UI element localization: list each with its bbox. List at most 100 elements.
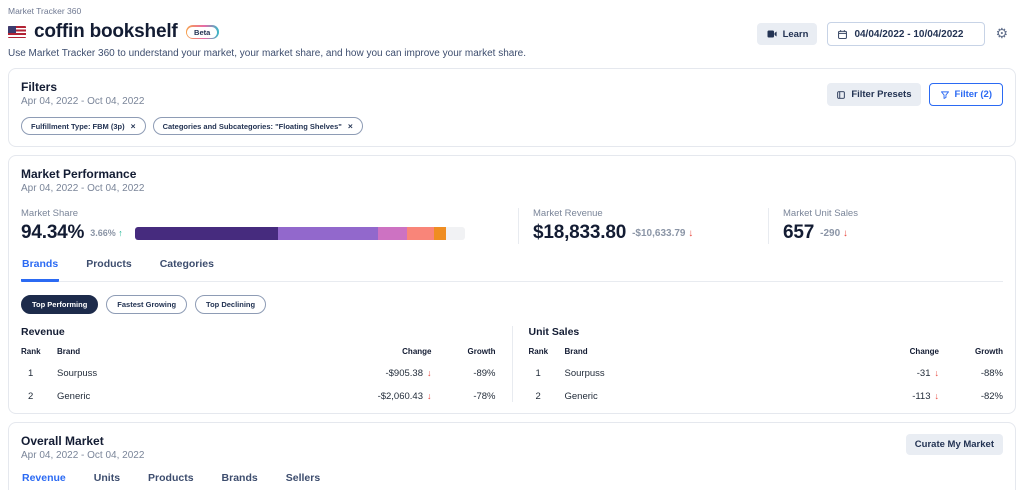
market-revenue-change: -$10,633.79 ↓ [632, 228, 693, 239]
gear-icon[interactable]: ⚙ [995, 26, 1008, 42]
pill-top-performing[interactable]: Top Performing [21, 295, 99, 314]
presets-icon [836, 90, 846, 100]
col-change: Change [909, 347, 939, 356]
overall-market-title-block: Overall Market Apr 04, 2022 - Oct 04, 20… [21, 434, 144, 462]
breadcrumb[interactable]: Market Tracker 360 [8, 6, 82, 16]
brand-cell: Generic [564, 391, 598, 402]
overall-market-date-range: Apr 04, 2022 - Oct 04, 2022 [21, 450, 145, 461]
brand-cell: Generic [57, 391, 91, 402]
share-bar-segment-3 [378, 226, 408, 240]
tab-brands[interactable]: Brands [221, 472, 258, 484]
share-bar-segment-4 [407, 226, 434, 240]
market-share-change: 3.66% ↑ [90, 228, 123, 238]
rank-cell: 2 [28, 391, 34, 402]
change-cell: -31 ↓ [827, 368, 939, 379]
growth-cell: -88% [980, 368, 1003, 379]
market-unit-sales-change-value: -290 [820, 227, 841, 239]
tab-products[interactable]: Products [86, 258, 132, 270]
pill-top-declining[interactable]: Top Declining [195, 295, 267, 314]
growth-cell: -82% [980, 391, 1003, 402]
page-header: Market Tracker 360 coffin bookshelf Beta… [8, 6, 1016, 60]
overall-market-tabs: Revenue Units Products Brands Sellers [21, 472, 1003, 490]
close-icon[interactable]: × [130, 121, 136, 131]
market-unit-sales-value: 657 [783, 222, 815, 243]
filter-chip-categories[interactable]: Categories and Subcategories: "Floating … [152, 117, 363, 135]
down-arrow-icon: ↓ [427, 391, 432, 401]
down-arrow-icon: ↓ [934, 368, 940, 378]
up-arrow-icon: ↑ [118, 228, 123, 238]
beta-badge: Beta [185, 25, 219, 39]
header-controls: Learn 04/04/2022 - 10/04/2022 ⚙ [756, 22, 1008, 46]
filter-chip-fulfillment[interactable]: Fulfillment Type: FBM (3p) × [21, 117, 146, 135]
brand-cell: Sourpuss [564, 368, 605, 379]
market-revenue-value: $18,833.80 [533, 222, 627, 243]
share-bar-segment-5 [433, 226, 446, 240]
filter-button[interactable]: Filter (2) [928, 83, 1003, 106]
learn-button[interactable]: Learn [756, 23, 818, 45]
tab-categories[interactable]: Categories [159, 258, 214, 270]
change-value: -$2,060.43 [377, 391, 423, 402]
date-range-value: 04/04/2022 - 10/04/2022 [854, 28, 964, 40]
market-share-stat: Market Share 94.34% 3.66% ↑ [21, 208, 518, 244]
col-brand: Brand [564, 347, 588, 356]
date-range-input[interactable]: 04/04/2022 - 10/04/2022 [827, 22, 986, 46]
down-arrow-icon: ↓ [842, 227, 848, 239]
unit-sales-table: Unit Sales Rank Brand Change Growth 1 So… [511, 326, 1004, 402]
pill-fastest-growing[interactable]: Fastest Growing [106, 295, 188, 314]
filter-chip-label: Fulfillment Type: FBM (3p) [31, 121, 125, 131]
change-value: -31 [916, 368, 931, 379]
overall-market-title: Overall Market [21, 434, 104, 448]
rank-cell: 1 [535, 368, 541, 379]
filters-title-block: Filters Apr 04, 2022 - Oct 04, 2022 [21, 80, 144, 108]
tab-sellers[interactable]: Sellers [285, 472, 321, 484]
col-growth: Growth [975, 347, 1003, 356]
market-revenue-value-row: $18,833.80 -$10,633.79 ↓ [533, 222, 758, 244]
market-share-label: Market Share [21, 208, 79, 219]
share-bar-remainder [445, 226, 465, 240]
market-performance-title: Market Performance [21, 167, 137, 181]
market-unit-sales-label: Market Unit Sales [783, 208, 858, 219]
close-icon[interactable]: × [347, 121, 353, 131]
tab-revenue[interactable]: Revenue [21, 472, 67, 490]
tab-brands[interactable]: Brands [21, 258, 60, 282]
growth-cell: -78% [473, 391, 496, 402]
market-unit-sales-stat: Market Unit Sales 657 -290 ↓ [768, 208, 1003, 244]
filter-chip-label: Categories and Subcategories: "Floating … [162, 121, 342, 131]
market-unit-sales-change: -290 ↓ [820, 228, 848, 239]
filter-button-label: Filter (2) [954, 89, 992, 100]
filters-actions: Filter Presets Filter (2) [827, 83, 1003, 106]
learn-button-label: Learn [782, 28, 809, 40]
growth-cell: -89% [473, 368, 496, 379]
market-share-change-value: 3.66% [90, 228, 116, 238]
stats-row: Market Share 94.34% 3.66% ↑ Market Reven… [21, 208, 1003, 244]
brand-cell: Sourpuss [57, 368, 98, 379]
filters-card: Filters Apr 04, 2022 - Oct 04, 2022 Filt… [8, 68, 1016, 147]
table-row: 2 Generic -113 ↓ -82% [529, 391, 1004, 402]
change-value: -$905.38 [385, 368, 423, 379]
down-arrow-icon: ↓ [427, 368, 432, 378]
market-performance-date-range: Apr 04, 2022 - Oct 04, 2022 [21, 183, 145, 194]
performance-tabs: Brands Products Categories [21, 258, 1003, 282]
filters-date-range: Apr 04, 2022 - Oct 04, 2022 [21, 96, 145, 107]
brand-filter-pills: Top Performing Fastest Growing Top Decli… [21, 295, 1003, 314]
market-revenue-label: Market Revenue [533, 208, 603, 219]
revenue-table-header: Rank Brand Change Growth [21, 347, 496, 356]
change-cell: -$2,060.43 ↓ [320, 391, 432, 402]
brand-tables: Revenue Rank Brand Change Growth 1 Sourp… [21, 326, 1003, 402]
change-cell: -$905.38 ↓ [320, 368, 432, 379]
filters-title: Filters [21, 80, 58, 94]
filter-presets-button[interactable]: Filter Presets [827, 83, 921, 106]
revenue-table-title: Revenue [21, 326, 65, 338]
overall-market-card: Overall Market Apr 04, 2022 - Oct 04, 20… [8, 422, 1016, 490]
table-row: 1 Sourpuss -31 ↓ -88% [529, 368, 1004, 379]
market-performance-card: Market Performance Apr 04, 2022 - Oct 04… [8, 155, 1016, 414]
col-brand: Brand [57, 347, 81, 356]
col-growth: Growth [467, 347, 496, 356]
tab-products[interactable]: Products [148, 472, 194, 484]
filters-head: Filters Apr 04, 2022 - Oct 04, 2022 Filt… [21, 80, 1003, 108]
tab-units[interactable]: Units [93, 472, 121, 484]
market-share-value: 94.34% [21, 222, 85, 243]
page-subtitle: Use Market Tracker 360 to understand you… [8, 48, 527, 59]
curate-my-market-button[interactable]: Curate My Market [905, 434, 1003, 455]
